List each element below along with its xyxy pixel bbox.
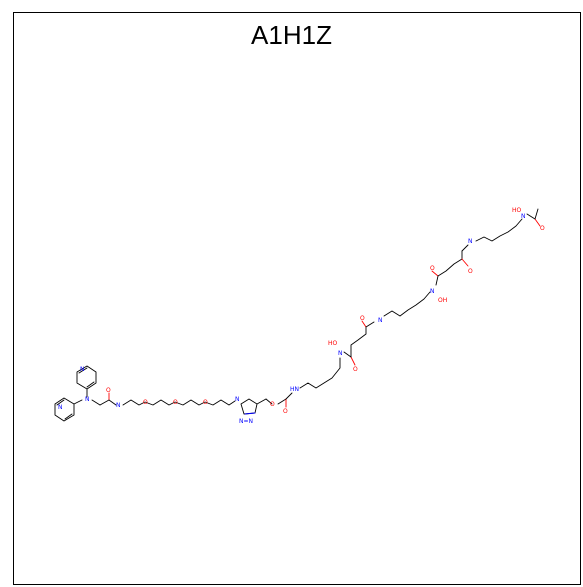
molecule-title: A1H1Z xyxy=(251,20,332,50)
acetyl-oxygen-label: O xyxy=(540,225,545,232)
carbamate-carbonyl-oxygen-label: O xyxy=(283,408,288,415)
hydroxamate-nitrogen-2-label: N xyxy=(430,288,435,295)
pyridine-nitrogen-upper-label: N xyxy=(80,366,85,373)
structure-frame xyxy=(13,12,581,585)
amide-nitrogen-label: N xyxy=(116,402,121,409)
alkyl-chain-1 xyxy=(299,357,341,389)
triazole-ring xyxy=(240,398,258,415)
carbonyl-oxygen-3-label: O xyxy=(430,265,435,272)
ether-oxygen-2-label: O xyxy=(173,399,178,406)
alkyl-chain-2 xyxy=(383,291,431,317)
amide-nh-2-label: N xyxy=(468,238,473,245)
carbonyl-oxygen-4-label: O xyxy=(468,268,473,275)
triazole-nitrogen-label: N xyxy=(235,396,240,403)
hydroxamate-nitrogen-3-label: N xyxy=(521,213,526,220)
pyridine-ring-lower xyxy=(54,397,75,422)
peg-linker xyxy=(122,399,236,406)
carbonyl-oxygen-2-label: O xyxy=(360,315,365,322)
amine-nitrogen-label: N xyxy=(85,396,90,403)
hydroxyl-2-label: OH xyxy=(438,297,447,304)
hydroxamate-nitrogen-1-label: N xyxy=(338,350,343,357)
hydroxyl-3-label: HO xyxy=(512,207,522,214)
amide-nh-1-label: N xyxy=(378,317,383,324)
pyridine-ring-upper xyxy=(76,365,97,390)
ether-oxygen-3-label: O xyxy=(203,399,208,406)
acetamide-oxygen-label: O xyxy=(106,387,111,394)
hydroxyl-1-label: HO xyxy=(328,340,338,347)
triazole-nn-label: N=N xyxy=(239,418,253,425)
pyridine-nitrogen-lower-label: N xyxy=(58,404,63,411)
alkyl-chain-3 xyxy=(475,218,523,242)
carbamate-ester-oxygen-label: O xyxy=(270,401,275,408)
ether-oxygen-1-label: O xyxy=(143,399,148,406)
carbonyl-oxygen-1-label: O xyxy=(353,366,358,373)
carbamate-nh-label: HN xyxy=(290,386,299,393)
